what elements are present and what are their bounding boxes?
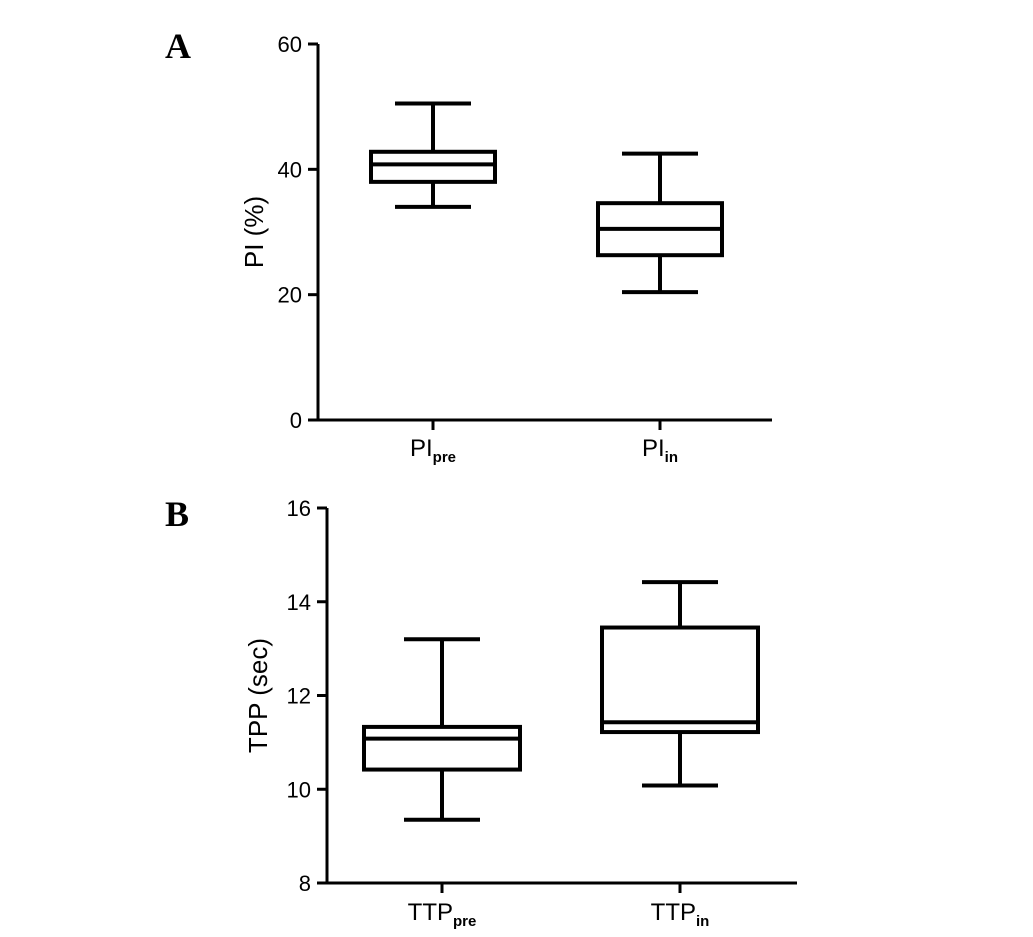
x-tick-label: PIpre bbox=[410, 435, 456, 466]
x-tick-label: TTPpre bbox=[408, 899, 477, 930]
x-tick-label-main: PI bbox=[410, 435, 433, 462]
y-tick-label: 0 bbox=[290, 408, 302, 433]
box-plot bbox=[369, 101, 497, 209]
box-plot bbox=[600, 580, 760, 788]
iqr-box bbox=[369, 149, 497, 184]
box-plot bbox=[362, 637, 522, 822]
y-tick-label: 40 bbox=[278, 157, 302, 182]
y-tick-label: 16 bbox=[287, 496, 311, 521]
y-tick-label: 20 bbox=[278, 283, 302, 308]
box-plot bbox=[596, 151, 724, 295]
y-tick-label: 10 bbox=[287, 777, 311, 802]
x-tick-label-main: PI bbox=[642, 435, 665, 462]
x-tick-label-main: TTP bbox=[408, 899, 453, 926]
x-tick-label-subscript: pre bbox=[433, 449, 456, 466]
x-tick-label: PIin bbox=[642, 435, 678, 466]
y-tick-label: 60 bbox=[278, 32, 302, 57]
panel-letter: B bbox=[165, 494, 189, 534]
iqr-box bbox=[600, 625, 760, 735]
y-axis-title: PI (%) bbox=[239, 196, 269, 268]
x-tick-label: TTPin bbox=[651, 899, 710, 930]
x-tick-label-subscript: pre bbox=[453, 913, 476, 930]
y-tick-label: 12 bbox=[287, 684, 311, 709]
x-tick-label-main: TTP bbox=[651, 899, 696, 926]
y-axis-title: TPP (sec) bbox=[243, 638, 273, 753]
panel-letter: A bbox=[165, 26, 191, 66]
y-tick-label: 14 bbox=[287, 590, 311, 615]
y-tick-label: 8 bbox=[299, 871, 311, 896]
iqr-box bbox=[362, 724, 522, 772]
x-tick-label-subscript: in bbox=[665, 449, 678, 466]
x-tick-label-subscript: in bbox=[696, 913, 709, 930]
